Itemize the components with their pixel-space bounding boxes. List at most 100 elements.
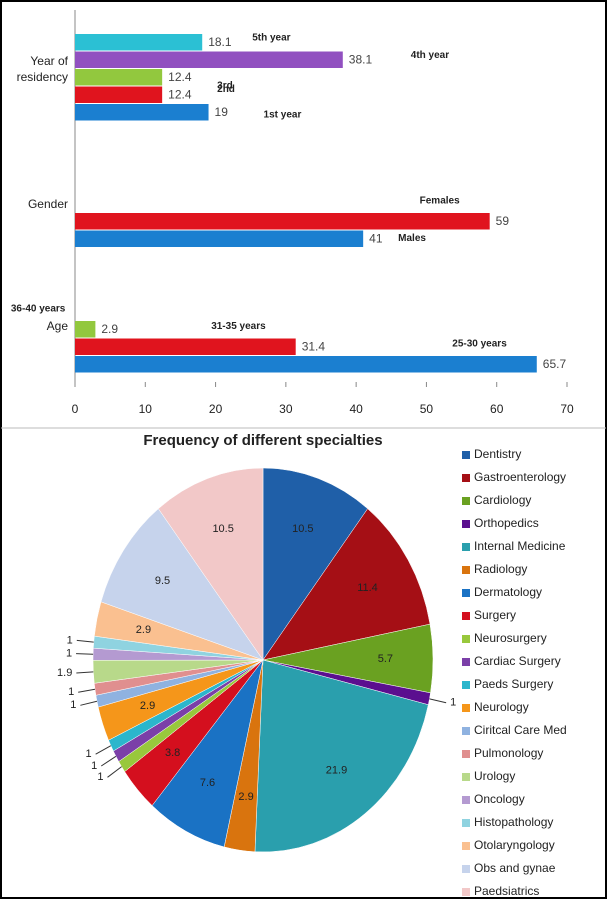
bar <box>75 213 490 230</box>
legend-swatch <box>462 727 470 735</box>
bar <box>75 51 343 68</box>
legend-swatch <box>462 888 470 896</box>
slice-label: 3.8 <box>165 747 180 759</box>
legend-swatch <box>462 681 470 689</box>
legend-label: Radiology <box>474 562 527 576</box>
bar-value: 65.7 <box>543 357 567 371</box>
slice-label: 9.5 <box>155 575 170 587</box>
x-tick-label: 60 <box>490 402 504 416</box>
bar <box>75 34 203 51</box>
legend-label: Orthopedics <box>474 516 539 530</box>
legend-label: Neurosurgery <box>474 631 547 645</box>
legend-label: Paedsiatrics <box>474 884 539 898</box>
legend-swatch <box>462 520 470 528</box>
legend-label: Urology <box>474 769 515 783</box>
leader-line <box>76 671 94 674</box>
bar-value: 12.4 <box>168 70 192 84</box>
legend-swatch <box>462 796 470 804</box>
legend-swatch <box>462 658 470 666</box>
bar-name: 5th year <box>252 33 290 44</box>
bar-value: 38.1 <box>349 52 373 66</box>
leader-line <box>95 745 112 755</box>
legend-swatch <box>462 635 470 643</box>
legend-label: Otolaryngology <box>474 838 555 852</box>
leader-line <box>100 755 117 767</box>
slice-label: 10.5 <box>292 523 313 535</box>
legend-label: Neurology <box>474 700 529 714</box>
slice-label: 1 <box>67 634 73 646</box>
slice-label: 2.9 <box>238 791 253 803</box>
group-label: Gender <box>28 197 68 211</box>
x-tick-label: 70 <box>560 402 574 416</box>
bar <box>75 338 296 355</box>
bar-name: 2nd <box>217 84 235 95</box>
slice-label: 1.9 <box>57 667 72 679</box>
leader-line <box>76 639 94 643</box>
group-label: Year of residency <box>17 54 69 84</box>
leader-line <box>78 688 96 693</box>
legend-label: Cardiology <box>474 493 531 507</box>
leader-line <box>429 698 447 704</box>
legend-label: Cardiac Surgery <box>474 654 561 668</box>
bar-name: 36-40 years <box>11 304 66 315</box>
slice-label: 2.9 <box>136 624 151 636</box>
bar <box>75 321 96 338</box>
legend-swatch <box>462 842 470 850</box>
legend-swatch <box>462 750 470 758</box>
slice-label: 10.5 <box>212 523 233 535</box>
leader-line <box>80 700 98 706</box>
legend-label: Ciritcal Care Med <box>474 723 567 737</box>
legend-swatch <box>462 451 470 459</box>
pie-slice <box>262 467 368 661</box>
slice-label: 21.9 <box>326 764 347 776</box>
legend-swatch <box>462 612 470 620</box>
bar <box>75 86 163 103</box>
slice-label: 1 <box>97 771 103 783</box>
bar-name: 1st year <box>264 109 302 120</box>
bar-value: 2.9 <box>101 322 118 336</box>
leader-line <box>107 766 122 778</box>
slice-label: 1 <box>450 697 456 709</box>
bar <box>75 356 537 373</box>
bar-value: 19 <box>215 105 229 119</box>
x-tick-label: 40 <box>349 402 363 416</box>
x-tick-label: 50 <box>420 402 434 416</box>
bar-name: 3rd <box>217 80 233 91</box>
bar-name: Males <box>398 233 426 244</box>
legend-label: Dermatology <box>474 585 542 599</box>
slice-label: 7.6 <box>200 777 215 789</box>
legend-swatch <box>462 474 470 482</box>
legend-swatch <box>462 865 470 873</box>
legend-label: Gastroenterology <box>474 470 566 484</box>
slice-label: 2.9 <box>140 700 155 712</box>
slice-label: 1 <box>70 699 76 711</box>
slice-label: 1 <box>86 748 92 760</box>
x-tick-label: 0 <box>72 402 79 416</box>
legend-swatch <box>462 589 470 597</box>
legend-swatch <box>462 773 470 781</box>
x-tick-label: 20 <box>209 402 223 416</box>
pie-title: Frequency of different specialties <box>143 432 382 449</box>
legend-swatch <box>462 497 470 505</box>
pie-slice <box>262 508 431 661</box>
bar-name: 31-35 years <box>211 321 266 332</box>
legend-label: Histopathology <box>474 815 553 829</box>
bar-value: 18.1 <box>208 35 232 49</box>
legend-swatch <box>462 566 470 574</box>
legend-label: Pulmonology <box>474 746 543 760</box>
x-tick-label: 10 <box>139 402 153 416</box>
bar <box>75 104 209 121</box>
legend-label: Dentistry <box>474 447 521 461</box>
slice-label: 1 <box>68 686 74 698</box>
legend-swatch <box>462 819 470 827</box>
bar-name: 25-30 years <box>452 339 507 350</box>
slice-label: 1 <box>91 760 97 772</box>
legend-label: Paeds Surgery <box>474 677 553 691</box>
group-label: Age <box>47 319 69 333</box>
x-tick-label: 30 <box>279 402 293 416</box>
leader-line <box>76 653 94 655</box>
bar-value: 41 <box>369 231 383 245</box>
legend-label: Obs and gynae <box>474 861 556 875</box>
bar-value: 59 <box>496 214 510 228</box>
